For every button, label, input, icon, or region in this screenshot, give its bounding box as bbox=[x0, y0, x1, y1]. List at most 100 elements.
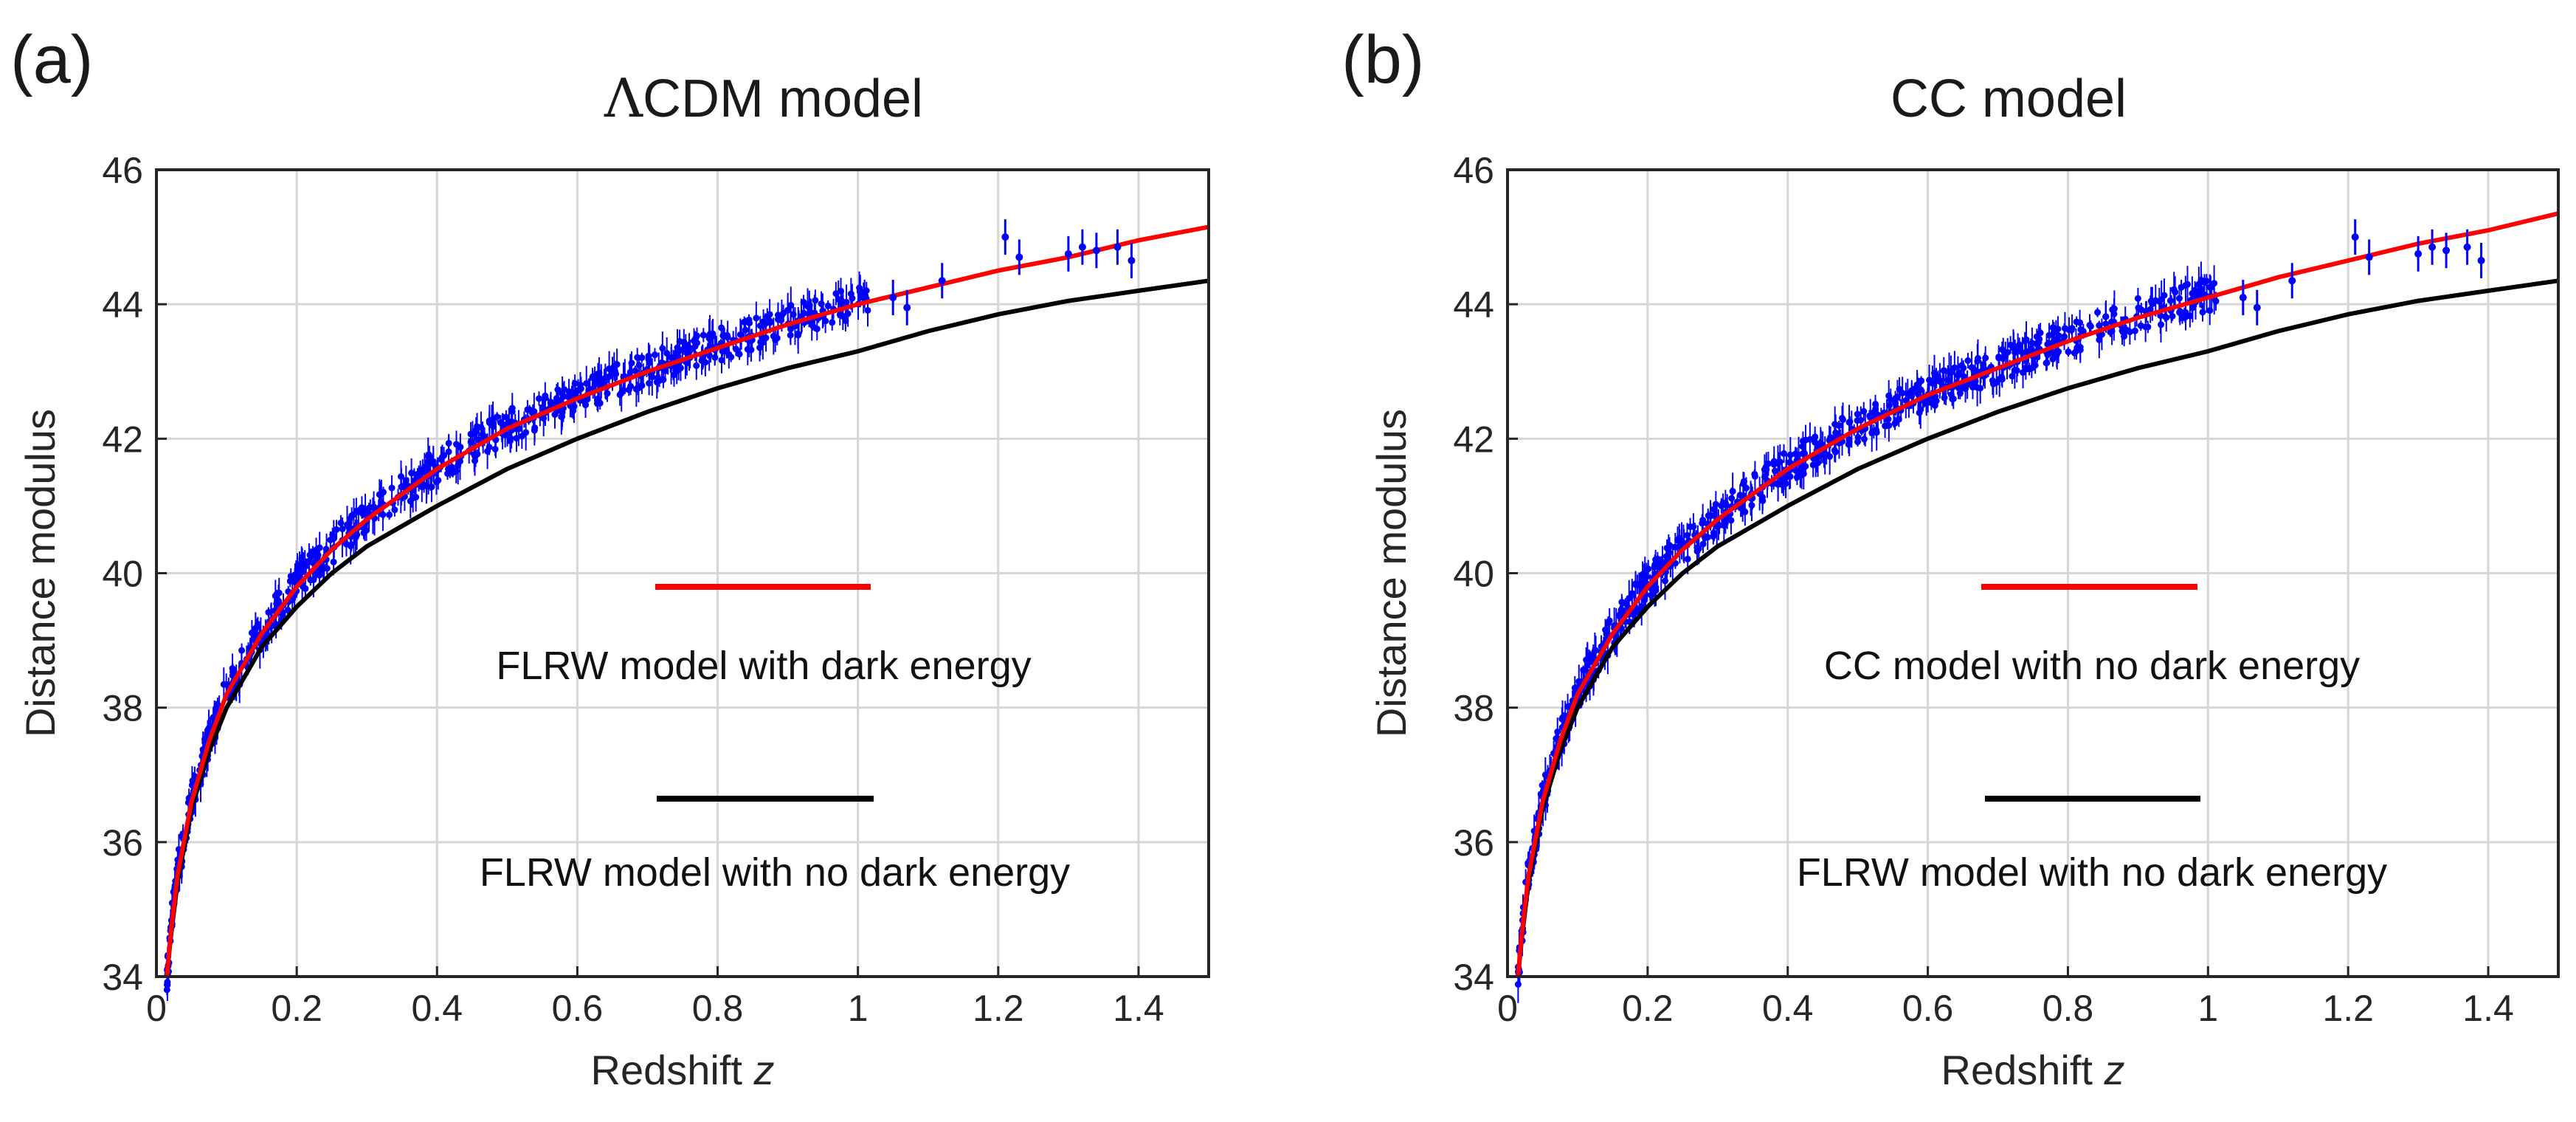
data-point bbox=[2023, 336, 2030, 343]
y-tick-label: 44 bbox=[102, 284, 143, 326]
data-point bbox=[1695, 545, 1702, 552]
data-point bbox=[474, 423, 481, 430]
data-point bbox=[594, 395, 601, 402]
data-point bbox=[773, 334, 781, 342]
data-point bbox=[2094, 309, 2102, 316]
data-point bbox=[1845, 441, 1852, 448]
highz-point bbox=[2414, 249, 2423, 258]
x-axis-label: Redshift z bbox=[591, 1047, 775, 1093]
data-point bbox=[1603, 630, 1610, 638]
y-tick-label: 36 bbox=[102, 822, 143, 864]
data-point bbox=[1996, 376, 2003, 383]
legend-label: FLRW model with dark energy bbox=[496, 644, 1031, 688]
data-point bbox=[1736, 492, 1744, 499]
data-point bbox=[2020, 369, 2027, 376]
data-point bbox=[1615, 612, 1623, 619]
data-point bbox=[391, 506, 398, 514]
data-point bbox=[2011, 366, 2018, 374]
data-point bbox=[575, 387, 582, 394]
data-point bbox=[163, 981, 170, 988]
data-point bbox=[1931, 402, 1938, 409]
data-point bbox=[339, 526, 346, 533]
y-tick-label: 34 bbox=[102, 957, 143, 998]
data-point bbox=[1799, 450, 1806, 457]
y-tick-label: 42 bbox=[102, 419, 143, 460]
data-point bbox=[691, 343, 699, 350]
data-point bbox=[2045, 331, 2053, 339]
data-point bbox=[736, 351, 743, 358]
data-point bbox=[1651, 563, 1658, 571]
data-point bbox=[309, 548, 317, 555]
x-tick-label: 0.2 bbox=[271, 988, 322, 1029]
data-point bbox=[1676, 543, 1683, 550]
data-point bbox=[2138, 306, 2145, 314]
data-point bbox=[1634, 581, 1641, 588]
data-point bbox=[794, 330, 801, 337]
data-point bbox=[1950, 395, 1957, 402]
x-tick-label: 0.2 bbox=[1622, 988, 1674, 1029]
data-point bbox=[1558, 715, 1566, 723]
data-point bbox=[844, 310, 852, 317]
data-point bbox=[503, 431, 511, 438]
data-point bbox=[469, 430, 477, 438]
data-point bbox=[1964, 357, 1972, 365]
data-point bbox=[542, 392, 549, 399]
data-point bbox=[736, 331, 744, 338]
chart-title: ΛCDM model bbox=[604, 67, 923, 129]
data-point bbox=[659, 345, 666, 352]
data-point bbox=[561, 386, 568, 393]
data-point bbox=[1729, 488, 1736, 495]
y-axis-label: Distance modulus bbox=[17, 409, 63, 737]
data-point bbox=[559, 413, 566, 420]
data-point bbox=[486, 444, 493, 451]
data-point bbox=[554, 386, 562, 393]
data-point bbox=[1947, 369, 1955, 376]
data-point bbox=[1975, 354, 1982, 362]
data-point bbox=[1720, 522, 1727, 529]
title-text: CC model bbox=[1890, 69, 2127, 128]
data-point bbox=[1584, 661, 1591, 669]
highz-point bbox=[2463, 243, 2471, 251]
highz-point bbox=[2442, 247, 2451, 255]
data-point bbox=[2077, 326, 2085, 333]
data-point bbox=[742, 326, 749, 334]
data-point bbox=[2197, 287, 2205, 295]
data-point bbox=[2166, 297, 2174, 304]
data-point bbox=[1662, 553, 1670, 560]
data-point bbox=[719, 332, 727, 340]
data-point bbox=[1772, 467, 1779, 475]
data-point bbox=[864, 306, 871, 314]
model-curve-red bbox=[1516, 211, 2559, 977]
highz-point bbox=[938, 277, 946, 285]
data-point bbox=[1908, 387, 1916, 394]
data-point bbox=[705, 332, 713, 340]
data-point bbox=[446, 468, 454, 475]
data-point bbox=[2207, 284, 2214, 292]
x-axis-label-var: z bbox=[753, 1047, 775, 1093]
data-point bbox=[634, 354, 641, 361]
highz-point bbox=[2477, 256, 2485, 264]
data-point bbox=[343, 521, 351, 529]
data-point bbox=[2076, 346, 2084, 354]
data-point bbox=[829, 319, 836, 326]
data-point bbox=[472, 451, 480, 458]
data-point bbox=[1690, 523, 1697, 531]
data-point bbox=[453, 441, 460, 448]
data-point bbox=[2053, 351, 2060, 359]
data-point bbox=[1710, 529, 1717, 537]
y-tick-label: 40 bbox=[102, 554, 143, 595]
x-tick-label: 1.4 bbox=[1113, 988, 1164, 1029]
data-point bbox=[832, 290, 840, 297]
data-point bbox=[570, 407, 577, 414]
data-point bbox=[254, 621, 261, 628]
data-point bbox=[1764, 460, 1772, 467]
highz-point bbox=[2365, 253, 2373, 261]
data-point bbox=[445, 448, 452, 455]
data-point bbox=[535, 395, 542, 402]
data-point bbox=[1699, 540, 1707, 548]
data-point bbox=[1751, 472, 1758, 480]
x-tick-label: 0.6 bbox=[1902, 988, 1954, 1029]
data-point bbox=[1684, 555, 1691, 562]
data-point bbox=[376, 491, 383, 498]
x-axis-label: Redshift z bbox=[1941, 1047, 2125, 1093]
